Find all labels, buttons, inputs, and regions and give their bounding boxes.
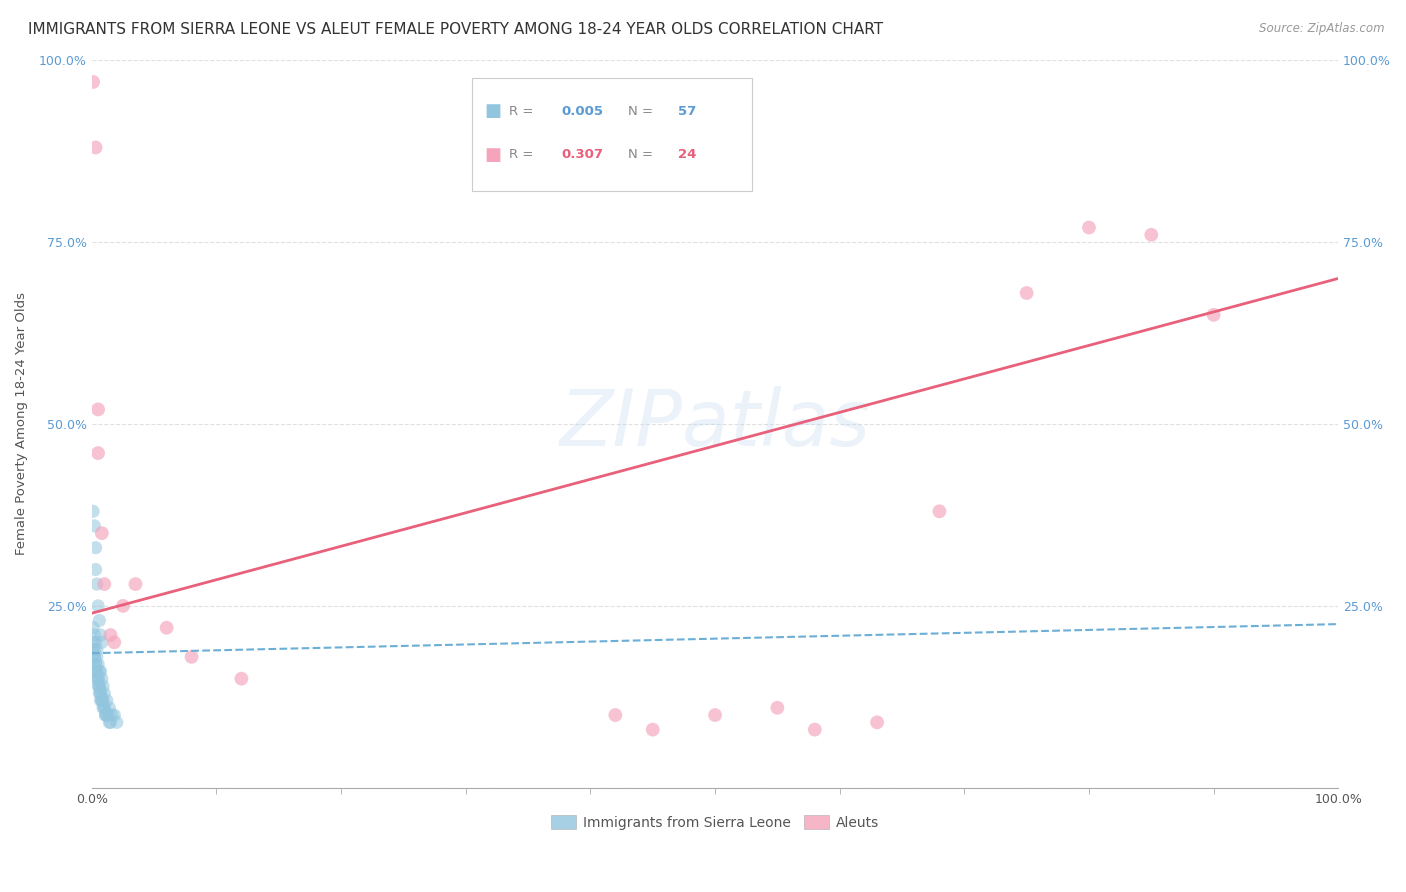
Point	[100, 715, 122, 730]
Point	[180, 649, 202, 664]
Point	[84, 665, 107, 679]
Point	[84, 657, 107, 672]
Point	[97, 708, 120, 723]
Point	[89, 679, 111, 693]
Point	[93, 700, 115, 714]
Point	[84, 635, 107, 649]
Point	[84, 657, 107, 672]
Point	[98, 715, 121, 730]
Point	[704, 708, 727, 723]
Point	[100, 628, 122, 642]
Point	[1015, 285, 1038, 300]
Point	[87, 672, 110, 686]
Text: N =: N =	[628, 104, 657, 118]
Point	[84, 140, 107, 154]
Point	[90, 693, 112, 707]
Point	[103, 635, 125, 649]
Point	[82, 642, 104, 657]
Point	[86, 665, 108, 679]
Point	[82, 75, 104, 89]
Point	[124, 577, 146, 591]
Point	[105, 715, 128, 730]
Point	[94, 708, 117, 723]
Text: ■: ■	[485, 145, 502, 164]
Point	[90, 693, 112, 707]
Point	[90, 665, 112, 679]
Point	[83, 642, 105, 657]
Point	[866, 715, 889, 730]
Point	[89, 665, 111, 679]
Point	[87, 657, 110, 672]
Point	[89, 679, 111, 693]
Point	[101, 708, 124, 723]
Point	[766, 700, 789, 714]
Point	[89, 614, 111, 628]
Point	[1202, 308, 1225, 322]
Point	[1078, 220, 1101, 235]
Point	[87, 679, 110, 693]
Point	[103, 708, 125, 723]
Point	[156, 621, 179, 635]
Point	[1140, 227, 1163, 242]
Point	[928, 504, 950, 518]
Text: Source: ZipAtlas.com: Source: ZipAtlas.com	[1260, 22, 1385, 36]
Point	[91, 700, 114, 714]
Point	[91, 693, 114, 707]
Y-axis label: Female Poverty Among 18-24 Year Olds: Female Poverty Among 18-24 Year Olds	[15, 293, 28, 556]
Text: IMMIGRANTS FROM SIERRA LEONE VS ALEUT FEMALE POVERTY AMONG 18-24 YEAR OLDS CORRE: IMMIGRANTS FROM SIERRA LEONE VS ALEUT FE…	[28, 22, 883, 37]
Point	[90, 686, 112, 700]
Point	[90, 526, 112, 541]
Text: 0.307: 0.307	[562, 148, 603, 161]
Legend: Immigrants from Sierra Leone, Aleuts: Immigrants from Sierra Leone, Aleuts	[546, 810, 884, 836]
Text: N =: N =	[628, 148, 657, 161]
Text: ZIPatlas: ZIPatlas	[560, 386, 870, 462]
Point	[86, 577, 108, 591]
Point	[90, 686, 112, 700]
Point	[93, 577, 115, 591]
Point	[605, 708, 627, 723]
Point	[93, 686, 115, 700]
Point	[86, 672, 108, 686]
Text: R =: R =	[509, 148, 538, 161]
Point	[87, 446, 110, 460]
Text: R =: R =	[509, 104, 538, 118]
Point	[86, 642, 108, 657]
Point	[84, 665, 107, 679]
Point	[87, 672, 110, 686]
Point	[803, 723, 825, 737]
Text: 57: 57	[678, 104, 696, 118]
Point	[83, 519, 105, 533]
Point	[90, 628, 112, 642]
Point	[86, 649, 108, 664]
Point	[90, 693, 112, 707]
Point	[94, 708, 117, 723]
Text: ■: ■	[485, 102, 502, 120]
Point	[82, 504, 104, 518]
FancyBboxPatch shape	[472, 78, 752, 191]
Point	[93, 700, 115, 714]
Point	[641, 723, 664, 737]
Point	[91, 679, 114, 693]
Point	[90, 635, 112, 649]
Point	[83, 628, 105, 642]
Point	[82, 635, 104, 649]
Point	[98, 700, 121, 714]
Point	[89, 686, 111, 700]
Point	[83, 649, 105, 664]
Point	[82, 621, 104, 635]
Point	[90, 672, 112, 686]
Point	[84, 562, 107, 576]
Point	[84, 541, 107, 555]
Point	[83, 649, 105, 664]
Point	[87, 402, 110, 417]
Point	[87, 599, 110, 613]
Point	[111, 599, 134, 613]
Point	[96, 693, 118, 707]
Point	[96, 708, 118, 723]
Point	[231, 672, 253, 686]
Text: 24: 24	[678, 148, 696, 161]
Text: 0.005: 0.005	[562, 104, 603, 118]
